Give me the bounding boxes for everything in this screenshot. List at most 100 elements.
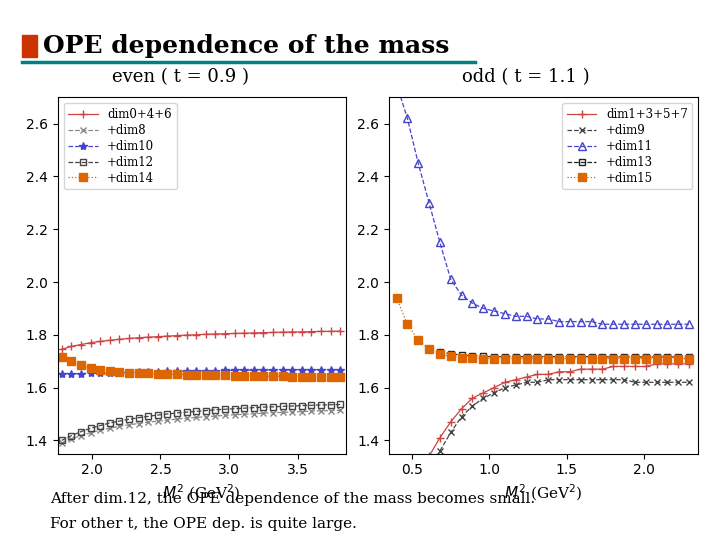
+dim10 xyxy=(115,369,124,376)
+dim14 xyxy=(211,372,220,379)
+dim11 xyxy=(554,319,563,325)
+dim10 xyxy=(220,367,229,374)
+dim14 xyxy=(144,370,153,376)
+dim10 xyxy=(336,367,344,373)
+dim9 xyxy=(631,379,639,386)
+dim9 xyxy=(588,376,596,383)
dim1+3+5+7 xyxy=(425,453,433,460)
+dim9 xyxy=(685,379,693,386)
+dim11 xyxy=(403,115,412,122)
dim0+4+6 xyxy=(230,330,239,337)
+dim15 xyxy=(425,346,433,353)
dim0+4+6 xyxy=(336,328,344,334)
+dim8 xyxy=(278,409,287,416)
+dim13 xyxy=(631,354,639,360)
+dim12 xyxy=(317,402,325,408)
+dim15 xyxy=(598,355,607,362)
+dim13 xyxy=(522,354,531,360)
+dim9 xyxy=(457,414,466,420)
+dim8 xyxy=(182,415,191,421)
+dim8 xyxy=(326,407,335,414)
+dim11 xyxy=(642,321,650,327)
+dim15 xyxy=(479,355,487,362)
dim1+3+5+7 xyxy=(490,384,498,391)
+dim15 xyxy=(468,355,477,362)
+dim14 xyxy=(173,371,181,377)
+dim13 xyxy=(674,354,683,360)
+dim14 xyxy=(269,373,277,380)
Text: odd ( t = 1.1 ): odd ( t = 1.1 ) xyxy=(462,68,590,86)
Line: dim0+4+6: dim0+4+6 xyxy=(58,327,344,354)
+dim15 xyxy=(663,355,672,362)
X-axis label: $M^2$ (GeV$^2$): $M^2$ (GeV$^2$) xyxy=(504,483,583,503)
+dim8 xyxy=(153,418,162,424)
dim1+3+5+7 xyxy=(457,406,466,412)
dim0+4+6 xyxy=(86,340,95,346)
dim1+3+5+7 xyxy=(598,366,607,373)
+dim12 xyxy=(326,402,335,408)
+dim8 xyxy=(144,419,153,426)
+dim8 xyxy=(173,416,181,422)
dim0+4+6 xyxy=(211,331,220,338)
+dim9 xyxy=(500,384,509,391)
dim0+4+6 xyxy=(317,328,325,335)
+dim10 xyxy=(326,367,335,373)
dim1+3+5+7 xyxy=(674,361,683,367)
Line: +dim12: +dim12 xyxy=(58,401,343,444)
+dim10 xyxy=(192,368,200,374)
+dim12 xyxy=(192,408,200,415)
+dim12 xyxy=(336,401,344,408)
+dim10 xyxy=(58,371,66,377)
+dim15 xyxy=(392,295,401,301)
dim0+4+6 xyxy=(163,333,171,339)
+dim10 xyxy=(230,367,239,374)
+dim13 xyxy=(566,354,575,360)
+dim9 xyxy=(663,379,672,386)
+dim8 xyxy=(259,410,268,416)
dim0+4+6 xyxy=(115,336,124,342)
+dim8 xyxy=(76,433,85,439)
dim1+3+5+7 xyxy=(479,390,487,396)
+dim8 xyxy=(202,414,210,420)
+dim10 xyxy=(96,370,104,376)
+dim15 xyxy=(620,355,629,362)
Legend: dim0+4+6, +dim8, +dim10, +dim12, +dim14: dim0+4+6, +dim8, +dim10, +dim12, +dim14 xyxy=(63,103,176,190)
+dim9 xyxy=(598,376,607,383)
+dim8 xyxy=(163,417,171,423)
+dim15 xyxy=(631,355,639,362)
+dim8 xyxy=(249,410,258,417)
+dim15 xyxy=(446,353,455,360)
+dim8 xyxy=(67,436,76,442)
+dim11 xyxy=(490,308,498,314)
+dim10 xyxy=(134,369,143,375)
+dim10 xyxy=(182,368,191,374)
+dim11 xyxy=(674,321,683,327)
dim1+3+5+7 xyxy=(685,361,693,367)
+dim13 xyxy=(554,354,563,360)
+dim10 xyxy=(278,367,287,373)
+dim15 xyxy=(685,355,693,362)
+dim14 xyxy=(163,371,171,377)
dim1+3+5+7 xyxy=(511,376,520,383)
+dim10 xyxy=(144,369,153,375)
+dim13 xyxy=(663,354,672,360)
+dim13 xyxy=(533,354,541,360)
dim1+3+5+7 xyxy=(642,363,650,370)
+dim9 xyxy=(436,448,444,454)
+dim13 xyxy=(490,354,498,360)
+dim9 xyxy=(490,390,498,396)
+dim15 xyxy=(554,355,563,362)
+dim14 xyxy=(67,358,76,365)
dim0+4+6 xyxy=(182,332,191,338)
Line: +dim14: +dim14 xyxy=(58,353,344,381)
dim0+4+6 xyxy=(297,329,306,335)
+dim12 xyxy=(249,404,258,411)
+dim15 xyxy=(403,321,412,327)
+dim10 xyxy=(125,369,133,376)
+dim14 xyxy=(288,373,297,380)
+dim9 xyxy=(533,379,541,386)
+dim11 xyxy=(533,316,541,322)
+dim11 xyxy=(652,321,661,327)
+dim13 xyxy=(609,354,618,360)
dim0+4+6 xyxy=(96,338,104,345)
